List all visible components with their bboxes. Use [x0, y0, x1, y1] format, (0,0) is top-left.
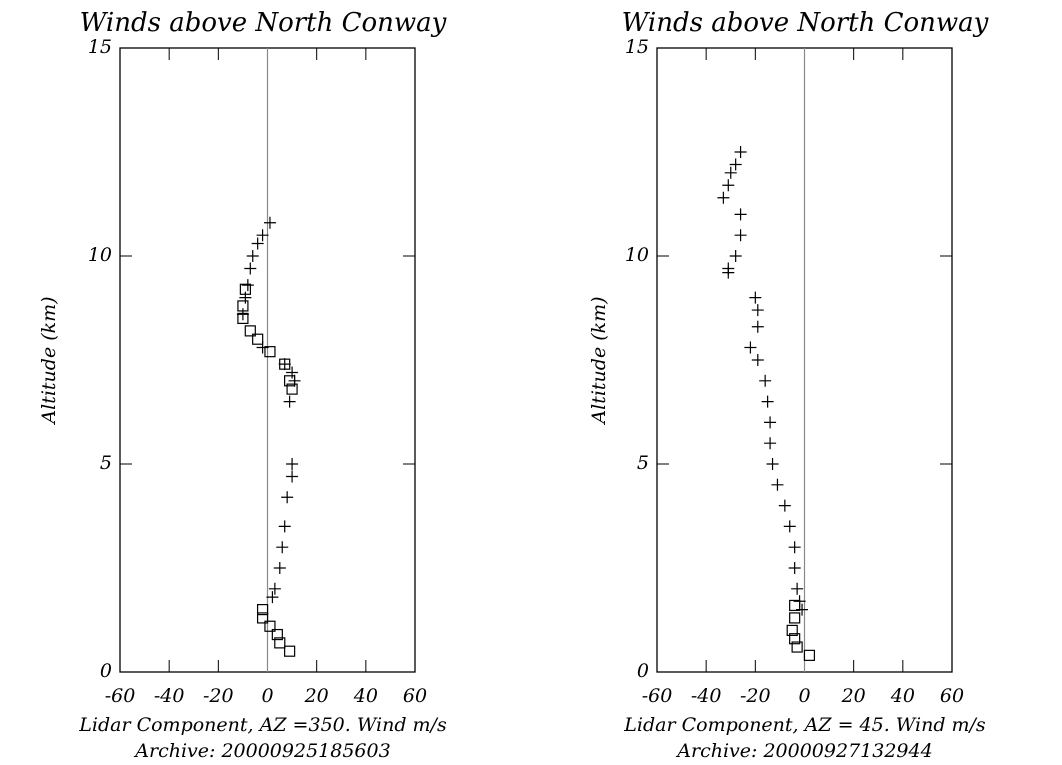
plus-marker — [749, 291, 762, 304]
plus-marker — [236, 308, 249, 321]
square-marker — [789, 599, 801, 612]
plus-marker — [729, 158, 742, 171]
plus-marker — [788, 541, 801, 554]
plus-marker — [788, 562, 801, 574]
square-marker — [786, 624, 798, 637]
x-tick-label: -40 — [154, 685, 185, 707]
plus-marker — [286, 470, 299, 483]
plus-marker — [286, 366, 299, 379]
square-marker — [279, 358, 291, 370]
chart-title: Winds above North Conway — [80, 8, 447, 38]
plus-marker — [246, 250, 259, 262]
y-tick-label: 10 — [625, 244, 649, 266]
square-marker — [284, 375, 296, 387]
plus-marker — [766, 458, 779, 470]
square-marker — [789, 633, 801, 645]
plus-marker — [281, 491, 294, 504]
y-tick-label: 0 — [100, 660, 112, 682]
x-tick-label: -20 — [203, 685, 234, 707]
x-axis-label: Lidar Component, AZ = 45. Wind m/s — [623, 714, 986, 736]
x-tick-label: 40 — [353, 685, 378, 707]
plus-marker — [717, 191, 730, 204]
plus-marker — [734, 146, 747, 158]
x-axis-label: Lidar Component, AZ =350. Wind m/s — [78, 714, 447, 736]
square-marker — [237, 312, 249, 324]
x-tick-label: 20 — [304, 685, 329, 707]
plus-marker — [724, 166, 737, 179]
plus-marker — [241, 279, 254, 292]
plus-marker — [278, 520, 291, 533]
plus-marker — [266, 591, 279, 604]
plus-marker — [734, 208, 747, 221]
x-tick-label: 0 — [261, 685, 273, 707]
plus-marker — [251, 237, 264, 250]
plus-marker — [278, 358, 291, 371]
plus-marker — [764, 416, 777, 429]
square-marker — [791, 641, 803, 653]
plus-marker — [751, 304, 764, 317]
x-tick-label: -60 — [642, 685, 673, 707]
plus-marker — [244, 262, 257, 275]
x-tick-label: 20 — [841, 685, 866, 707]
subtitle: Archive: 20000927132944 — [675, 740, 932, 762]
plus-marker — [778, 499, 791, 512]
y-tick-label: 5 — [637, 452, 649, 474]
y-axis-label: Altitude (km) — [38, 296, 60, 425]
square-marker — [284, 645, 296, 657]
subtitle: Archive: 20000925185603 — [133, 740, 390, 762]
plus-marker — [729, 250, 742, 262]
square-marker — [239, 283, 251, 295]
square-marker — [264, 346, 276, 358]
square-marker — [789, 612, 801, 624]
y-tick-label: 10 — [88, 244, 112, 266]
plus-marker — [761, 395, 774, 408]
plus-marker — [283, 395, 296, 408]
plus-marker — [791, 582, 804, 595]
plus-marker — [764, 437, 777, 450]
plus-marker — [263, 216, 276, 229]
x-tick-label: 40 — [890, 685, 915, 707]
y-tick-label: 15 — [88, 36, 112, 58]
plus-marker — [783, 520, 796, 533]
plus-marker — [256, 229, 269, 242]
plus-marker — [722, 179, 735, 192]
plus-marker — [751, 320, 764, 333]
plus-marker — [734, 229, 747, 242]
plus-marker — [796, 603, 809, 616]
y-tick-label: 5 — [100, 452, 112, 474]
plus-marker — [744, 341, 757, 354]
plus-marker — [751, 354, 764, 366]
plus-marker — [268, 582, 281, 595]
square-marker — [274, 637, 286, 649]
y-tick-label: 15 — [625, 36, 649, 58]
plus-marker — [771, 478, 784, 491]
plus-marker — [276, 541, 289, 554]
square-marker — [271, 628, 283, 641]
chart-title: Winds above North Conway — [622, 8, 989, 38]
square-marker — [803, 649, 816, 661]
y-tick-label: 0 — [637, 660, 649, 682]
square-marker — [256, 603, 269, 616]
plus-marker — [286, 458, 299, 470]
square-marker — [237, 300, 249, 312]
square-marker — [244, 325, 256, 337]
x-tick-label: 60 — [403, 685, 427, 707]
square-marker — [256, 612, 269, 624]
square-marker — [286, 383, 298, 395]
square-marker — [264, 620, 276, 632]
x-tick-label: 60 — [940, 685, 964, 707]
square-marker — [252, 333, 264, 345]
x-tick-label: -40 — [691, 685, 722, 707]
plus-marker — [273, 562, 286, 574]
plus-marker — [722, 266, 735, 279]
x-tick-label: -20 — [740, 685, 771, 707]
plus-marker — [239, 291, 252, 304]
y-axis-label: Altitude (km) — [588, 296, 610, 425]
plus-marker — [759, 374, 772, 387]
x-tick-label: 0 — [798, 685, 810, 707]
x-tick-label: -60 — [105, 685, 136, 707]
